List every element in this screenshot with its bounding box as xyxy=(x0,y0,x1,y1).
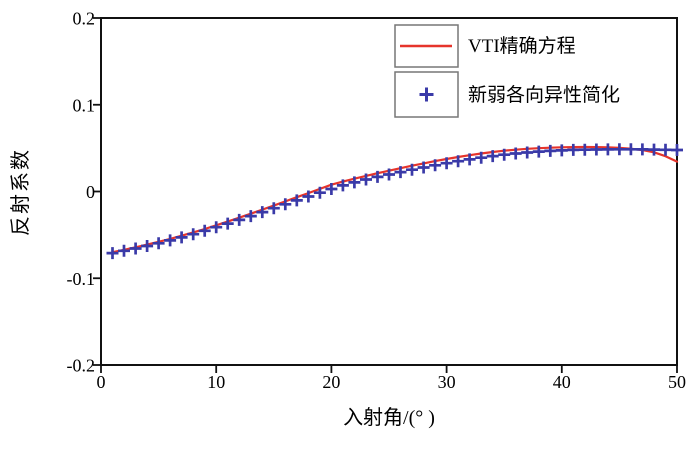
x-tick-label: 10 xyxy=(207,372,225,392)
series-weak-anisotropy-markers xyxy=(106,143,683,260)
x-tick-label: 40 xyxy=(553,372,571,392)
legend-label-exact: VTI精确方程 xyxy=(468,35,576,57)
y-tick-label: -0.2 xyxy=(67,356,96,376)
x-tick-label: 30 xyxy=(438,372,456,392)
x-tick-label: 0 xyxy=(97,372,106,392)
x-tick-label: 50 xyxy=(668,372,686,392)
legend: VTI精确方程 新弱各向异性简化 xyxy=(394,24,620,118)
y-tick-label: 0.1 xyxy=(73,95,96,115)
legend-label-approx: 新弱各向异性简化 xyxy=(468,84,620,106)
y-axis-title: 反射系数 xyxy=(9,148,32,236)
y-tick-label: 0 xyxy=(86,182,95,202)
legend-symbol-plus-marker-icon xyxy=(419,87,434,102)
x-tick-label: 20 xyxy=(322,372,340,392)
y-tick-label: -0.1 xyxy=(67,269,96,289)
y-tick-label: 0.2 xyxy=(73,9,96,29)
plot-area-border xyxy=(100,17,678,366)
x-axis-title: 入射角/(° ) xyxy=(343,406,435,429)
axes: 0 10 20 30 40 50 0.2 0.1 0 -0.1 -0.2 xyxy=(67,9,687,393)
series-layer xyxy=(106,143,683,260)
series-vti-exact-line xyxy=(111,145,679,254)
